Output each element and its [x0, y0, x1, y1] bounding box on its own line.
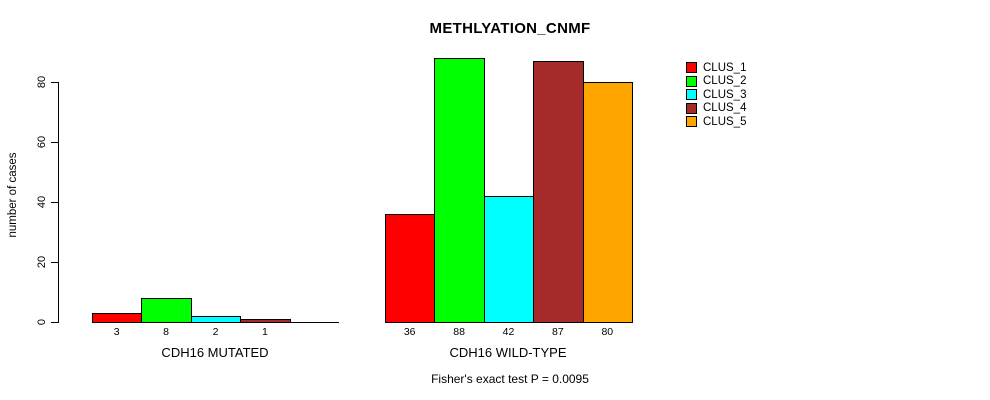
y-tick-label-60: 60	[36, 135, 48, 149]
legend: CLUS_1 CLUS_2 CLUS_3 CLUS_4 CLUS_5	[686, 61, 746, 129]
bar-value-label-clus_2-mutated: 8	[163, 326, 170, 338]
bar-value-label-clus_3-mutated: 2	[212, 326, 219, 338]
legend-label-clus_4: CLUS_4	[703, 102, 747, 115]
bar-value-label-clus_4-wildtype: 87	[552, 326, 564, 338]
x-axis-baseline-mutated	[92, 322, 339, 323]
legend-swatch-clus_2	[686, 75, 697, 87]
y-tick-label-0: 0	[36, 318, 48, 326]
y-tick-label-80: 80	[36, 75, 48, 89]
bar-clus_1-wildtype	[385, 214, 436, 323]
legend-item-clus_4: CLUS_4	[686, 102, 746, 116]
legend-item-clus_5: CLUS_5	[686, 115, 746, 129]
bar-value-label-clus_4-mutated: 1	[261, 326, 268, 338]
legend-swatch-clus_4	[686, 102, 697, 114]
y-tick-mark-40	[51, 202, 59, 203]
bar-clus_5-wildtype	[582, 82, 633, 323]
bar-clus_3-wildtype	[483, 196, 535, 323]
x-group-label-mutated: CDH16 MUTATED	[161, 345, 269, 360]
y-tick-mark-0	[51, 322, 59, 323]
y-tick-mark-20	[51, 262, 59, 263]
chart-title: METHLYATION_CNMF	[429, 20, 591, 37]
legend-label-clus_2: CLUS_2	[703, 75, 747, 88]
legend-item-clus_1: CLUS_1	[686, 61, 746, 75]
legend-swatch-clus_1	[686, 62, 697, 74]
legend-item-clus_2: CLUS_2	[686, 75, 746, 89]
y-tick-label-40: 40	[36, 195, 48, 209]
bar-value-label-clus_2-wildtype: 88	[453, 326, 465, 338]
legend-label-clus_5: CLUS_5	[703, 115, 747, 128]
bar-value-label-clus_5-wildtype: 80	[601, 326, 614, 338]
x-group-label-wildtype: CDH16 WILD-TYPE	[449, 345, 567, 360]
legend-swatch-clus_3	[686, 89, 697, 101]
bar-clus_2-mutated	[141, 298, 192, 323]
y-axis-label: number of cases	[7, 152, 19, 238]
bar-clus_2-wildtype	[434, 58, 485, 323]
bar-value-label-clus_3-wildtype: 42	[502, 326, 515, 338]
bar-value-label-clus_1-mutated: 3	[113, 326, 120, 338]
fisher-test-annotation: Fisher's exact test P = 0.0095	[431, 372, 589, 386]
bar-clus_4-wildtype	[533, 61, 584, 323]
legend-label-clus_1: CLUS_1	[703, 61, 747, 74]
y-tick-mark-80	[51, 82, 59, 83]
bar-value-label-clus_1-wildtype: 36	[403, 326, 416, 338]
legend-item-clus_3: CLUS_3	[686, 88, 746, 102]
legend-swatch-clus_5	[686, 116, 697, 128]
legend-label-clus_3: CLUS_3	[703, 88, 747, 101]
y-tick-mark-60	[51, 142, 59, 143]
y-tick-label-20: 20	[36, 255, 48, 269]
